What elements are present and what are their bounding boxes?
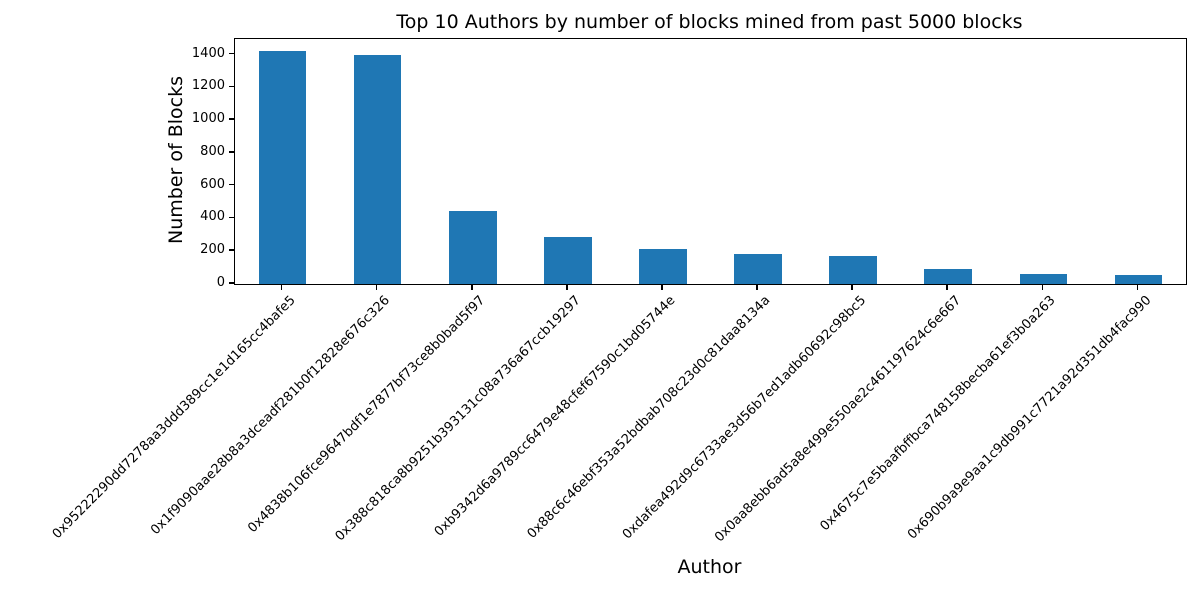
x-tick-mark — [851, 284, 853, 290]
x-tick-mark — [661, 284, 663, 290]
y-tick-mark — [229, 151, 234, 153]
x-axis-label: Author — [677, 556, 742, 578]
bar — [448, 211, 497, 284]
bar — [544, 237, 592, 284]
bar — [353, 55, 402, 284]
bar — [258, 51, 307, 284]
bar — [1019, 274, 1068, 284]
y-tick-label: 200 — [200, 242, 225, 258]
plot-area — [234, 38, 1187, 285]
bar — [924, 268, 973, 284]
bar — [639, 248, 687, 284]
y-tick-mark — [229, 85, 234, 88]
x-tick-mark — [1136, 284, 1139, 290]
bar — [1114, 275, 1163, 284]
y-tick-mark — [229, 216, 234, 219]
y-axis-label: Number of Blocks — [165, 75, 187, 245]
y-tick-mark — [229, 249, 234, 252]
x-tick-mark — [946, 284, 949, 290]
x-tick-mark — [1041, 284, 1044, 290]
x-tick-mark — [375, 284, 378, 290]
bar — [734, 253, 782, 284]
y-tick-mark — [229, 282, 234, 284]
y-tick-mark — [229, 183, 234, 186]
y-tick-mark — [229, 52, 234, 55]
y-tick-label: 1200 — [191, 78, 225, 94]
y-tick-label: 0 — [216, 275, 225, 290]
x-tick-mark — [756, 284, 758, 290]
x-tick-mark — [470, 284, 473, 290]
y-tick-mark — [229, 118, 234, 120]
chart-title: Top 10 Authors by number of blocks mined… — [396, 11, 1023, 33]
y-tick-label: 600 — [200, 176, 225, 192]
y-tick-label: 1000 — [191, 111, 225, 127]
y-tick-label: 1400 — [191, 45, 225, 61]
x-tick-mark — [566, 284, 568, 290]
y-tick-label: 800 — [200, 143, 225, 159]
bar — [829, 255, 877, 284]
x-tick-mark — [280, 284, 283, 290]
y-tick-label: 400 — [200, 209, 225, 225]
